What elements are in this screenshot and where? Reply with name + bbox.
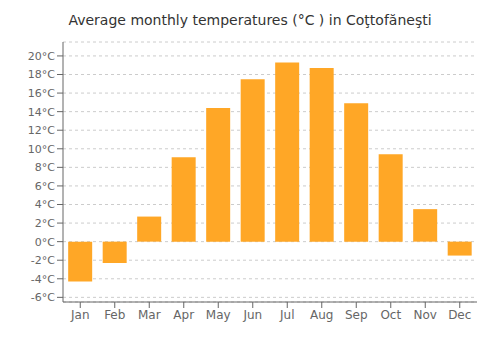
svg-text:12°C: 12°C bbox=[28, 124, 55, 137]
svg-text:-6°C: -6°C bbox=[31, 291, 55, 304]
svg-text:-2°C: -2°C bbox=[31, 254, 55, 267]
svg-text:Jan: Jan bbox=[70, 308, 90, 322]
svg-text:-4°C: -4°C bbox=[31, 273, 55, 286]
svg-text:Sep: Sep bbox=[345, 308, 368, 322]
html-text:Average monthly temperatures (: Average monthly temperatures (°C ) in Co… bbox=[68, 12, 432, 28]
svg-text:20°C: 20°C bbox=[28, 50, 55, 63]
svg-text:May: May bbox=[206, 308, 231, 322]
svg-text:18°C: 18°C bbox=[28, 68, 55, 81]
svg-text:16°C: 16°C bbox=[28, 87, 55, 100]
svg-text:Aug: Aug bbox=[310, 308, 333, 322]
svg-text:2°C: 2°C bbox=[35, 217, 55, 230]
svg-text:Jul: Jul bbox=[279, 308, 294, 322]
svg-text:Oct: Oct bbox=[380, 308, 401, 322]
svg-text:Mar: Mar bbox=[138, 308, 161, 322]
svg-text:Jun: Jun bbox=[242, 308, 262, 322]
svg-text:Nov: Nov bbox=[414, 308, 437, 322]
svg-text:14°C: 14°C bbox=[28, 106, 55, 119]
svg-text:Apr: Apr bbox=[173, 308, 194, 322]
svg-text:4°C: 4°C bbox=[35, 198, 55, 211]
svg-text:Feb: Feb bbox=[104, 308, 125, 322]
svg-text:6°C: 6°C bbox=[35, 180, 55, 193]
svg-text:10°C: 10°C bbox=[28, 143, 55, 156]
svg-text:0°C: 0°C bbox=[35, 236, 55, 249]
svg-text:8°C: 8°C bbox=[35, 161, 55, 174]
svg-text:Dec: Dec bbox=[448, 308, 471, 322]
